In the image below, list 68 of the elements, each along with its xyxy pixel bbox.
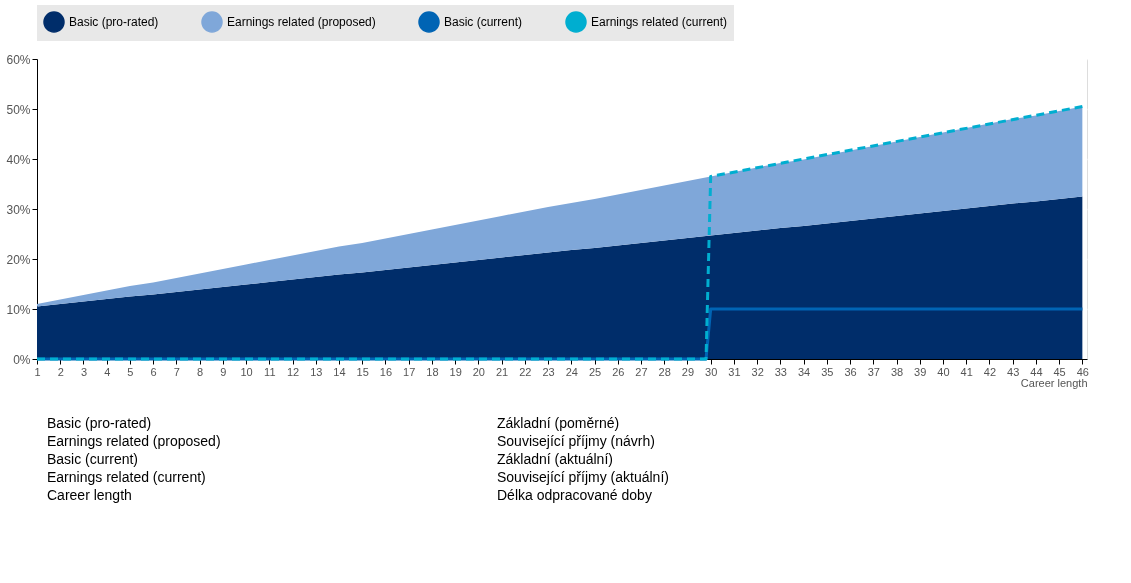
x-tick-label: 29 [681, 365, 695, 378]
legend-label: Basic (current) [444, 15, 523, 29]
x-tick-label: 20 [472, 365, 485, 378]
x-tick-label: 31 [728, 365, 741, 378]
x-tick-label: 23 [542, 365, 555, 378]
y-tick-label: 20% [6, 252, 31, 267]
x-tick-label: 3 [80, 365, 88, 378]
text: Základní (poměrné) [497, 415, 620, 431]
x-tick-label: 6 [150, 365, 157, 378]
text: Související příjmy (aktuální) [497, 469, 669, 485]
x-tick-label: 21 [495, 365, 509, 378]
x-tick-label: 13 [310, 365, 323, 378]
legend-label: Basic (pro-rated) [69, 15, 159, 29]
x-tick-label: 19 [449, 365, 462, 378]
text: Career length [47, 487, 132, 503]
y-tick-label: 50% [6, 102, 31, 117]
x-tick-label: 45 [1053, 365, 1066, 378]
x-tick-label: 18 [426, 365, 439, 378]
x-tick-label: 16 [379, 365, 393, 378]
x-tick-label: 25 [588, 365, 602, 378]
text: Délka odpracované doby [497, 487, 652, 503]
x-tick-label: 44 [1030, 365, 1043, 378]
x-tick-label: 36 [844, 365, 857, 378]
x-tick-label: 43 [1007, 365, 1020, 378]
x-tick-label: 7 [173, 365, 180, 378]
x-tick-label: 46 [1076, 365, 1089, 378]
y-tick-label: 60% [6, 52, 31, 67]
y-tick-label: 40% [6, 152, 31, 167]
y-tick-label: 10% [6, 302, 31, 317]
x-tick-label: 24 [565, 365, 578, 378]
x-tick-label: 35 [821, 365, 834, 378]
x-tick-label: 34 [797, 365, 811, 378]
y-tick-label: 30% [6, 202, 31, 217]
x-tick-label: 40 [937, 365, 950, 378]
x-tick-label: 22 [519, 365, 532, 378]
x-tick-label: 9 [220, 365, 227, 378]
x-tick-label: 37 [867, 365, 880, 378]
x-tick-label: 10 [240, 365, 253, 378]
x-tick-label: 27 [635, 365, 648, 378]
y-tick-label: 0% [13, 352, 31, 367]
x-tick-label: 5 [127, 365, 134, 378]
text: Související příjmy (návrh) [497, 433, 655, 449]
x-tick-label: 8 [197, 365, 204, 378]
text: Základní (aktuální) [497, 451, 613, 467]
x-tick-label: 26 [612, 365, 625, 378]
x-tick-label: 42 [983, 365, 997, 378]
x-tick-label: 17 [403, 365, 416, 378]
x-tick-label: 28 [658, 365, 671, 378]
legend-label: Earnings related (current) [591, 15, 728, 29]
x-tick-label: 1 [34, 365, 41, 378]
x-tick-label: 14 [333, 365, 346, 378]
x-tick-label: 15 [356, 365, 369, 378]
text: Earnings related (proposed) [47, 433, 221, 449]
x-tick-label: 2 [57, 365, 64, 378]
x-tick-label: 30 [705, 365, 718, 378]
x-tick-label: 32 [751, 365, 764, 378]
x-tick-label: 39 [914, 365, 927, 378]
x-tick-label: 11 [264, 365, 276, 378]
x-tick-label: 41 [960, 365, 973, 378]
x-tick-label: 38 [890, 365, 904, 378]
x-tick-label: 33 [774, 365, 787, 378]
legend-label: Earnings related (proposed) [227, 15, 376, 29]
text: Basic (pro-rated) [47, 415, 152, 431]
text: Earnings related (current) [47, 469, 206, 485]
text: Basic (current) [47, 451, 139, 467]
x-tick-label: 12 [286, 365, 300, 378]
x-tick-label: 4 [104, 365, 111, 378]
x-axis-title: Career length [1020, 376, 1088, 389]
